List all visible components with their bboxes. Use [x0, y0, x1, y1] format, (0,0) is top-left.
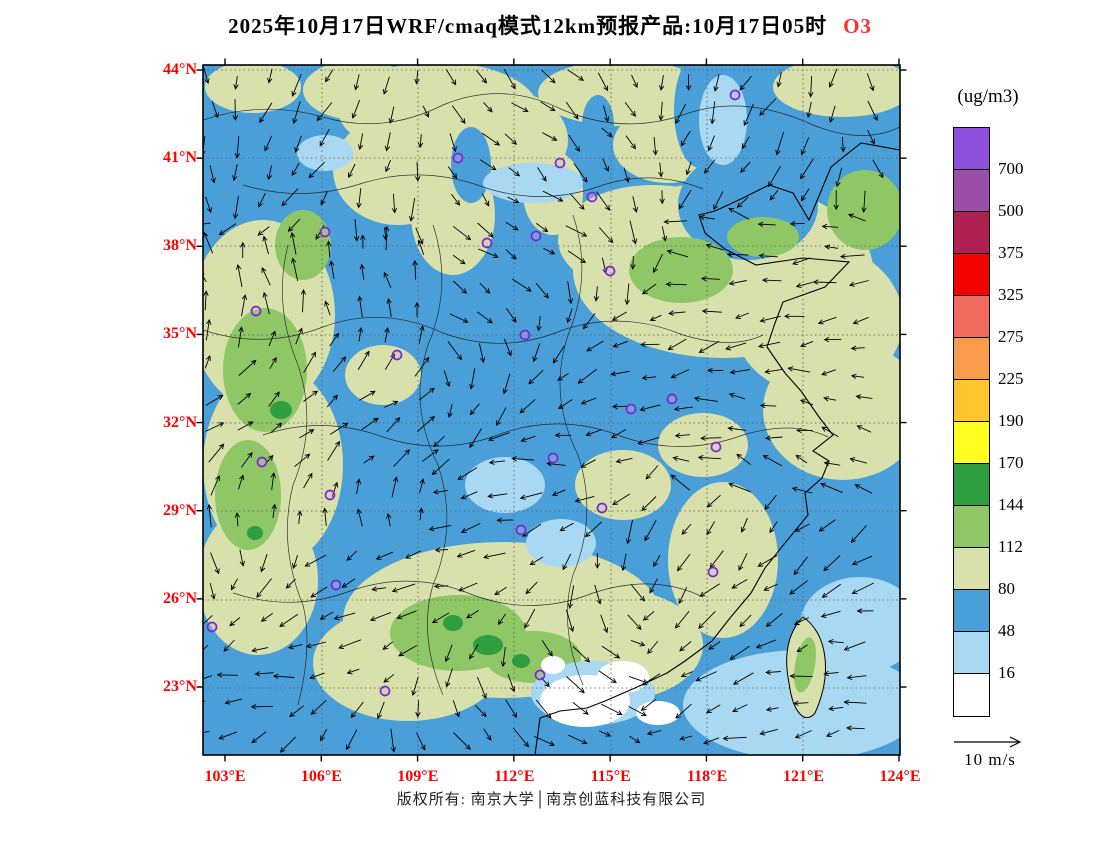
colorbar-box	[954, 380, 989, 422]
city-marker	[256, 456, 268, 468]
city-marker	[534, 669, 546, 681]
colorbar-box	[954, 338, 989, 380]
wind-scale-arrow-icon	[954, 736, 1022, 748]
city-marker	[452, 152, 464, 164]
ozone-level-144-170-layer	[247, 401, 530, 668]
city-marker	[250, 305, 262, 317]
city-marker	[666, 393, 678, 405]
colorbar-box	[954, 590, 989, 632]
axis-ticks	[196, 58, 907, 762]
wind-arrows-layer	[203, 67, 884, 753]
x-axis-label: 115°E	[590, 768, 631, 785]
y-axis-label: 41°N	[163, 149, 197, 167]
x-axis-label: 124°E	[879, 768, 921, 785]
y-axis-label: 32°N	[163, 413, 197, 431]
copyright-text: 版权所有: 南京大学│南京创蓝科技有限公司	[396, 792, 707, 808]
city-marker	[586, 191, 598, 203]
colorbar-value: 500	[998, 201, 1024, 220]
pollutant-label: O3	[843, 14, 872, 38]
colorbar-value: 190	[998, 411, 1024, 430]
y-axis-label: 35°N	[163, 325, 197, 343]
colorbar-value: 375	[998, 243, 1024, 262]
y-axis-label: 38°N	[163, 237, 197, 255]
colorbar-box	[954, 254, 989, 296]
x-axis-label: 106°E	[300, 768, 342, 785]
colorbar-value: 170	[998, 453, 1024, 472]
colorbar-box	[954, 506, 989, 548]
wind-scale: 10 m/s	[935, 733, 1045, 770]
colorbar-box	[954, 464, 989, 506]
city-marker	[596, 502, 608, 514]
city-marker	[519, 329, 531, 341]
city-marker	[515, 524, 527, 536]
legend-units: (ug/m3)	[957, 86, 1019, 107]
city-markers-layer	[206, 89, 741, 697]
graticule-layer	[203, 65, 900, 755]
x-axis-label: 112°E	[494, 768, 535, 785]
y-axis-label: 23°N	[163, 678, 197, 695]
city-marker	[707, 566, 719, 578]
wind-scale-label: 10 m/s	[964, 750, 1016, 769]
colorbar-box	[954, 674, 989, 716]
colorbar-box	[954, 212, 989, 254]
y-axis-label: 44°N	[163, 61, 197, 78]
page-title: 2025年10月17日WRF/cmaq模式12km预报产品:10月17日05时 O…	[60, 10, 1040, 40]
city-marker	[379, 685, 391, 697]
colorbar-box	[954, 170, 989, 212]
colorbar-box	[954, 128, 989, 170]
colorbar-value: 225	[998, 369, 1024, 388]
colorbar-box	[954, 296, 989, 338]
y-axis-label: 26°N	[163, 589, 197, 607]
colorbar-box	[954, 548, 989, 590]
colorbar-value: 112	[998, 537, 1023, 556]
city-marker	[481, 237, 493, 249]
city-marker	[710, 441, 722, 453]
x-axis-label: 118°E	[687, 768, 728, 785]
city-marker	[554, 157, 566, 169]
city-marker	[330, 579, 342, 591]
colorbar-box	[954, 632, 989, 674]
colorbar-box	[954, 422, 989, 464]
city-marker	[604, 265, 616, 277]
city-marker	[547, 452, 559, 464]
colorbar-value: 144	[998, 495, 1024, 514]
colorbar	[953, 127, 990, 717]
province-boundaries	[203, 93, 900, 706]
x-axis-label: 109°E	[397, 768, 439, 785]
x-axis-label: 121°E	[783, 768, 825, 785]
colorbar-value: 48	[998, 621, 1015, 640]
city-marker	[625, 403, 637, 415]
colorbar-value: 16	[998, 663, 1015, 682]
forecast-map	[196, 58, 907, 762]
map-container	[195, 57, 908, 763]
colorbar-value: 275	[998, 327, 1024, 346]
city-marker	[530, 230, 542, 242]
city-marker	[324, 489, 336, 501]
city-marker	[319, 226, 331, 238]
colorbar-value: 80	[998, 579, 1015, 598]
title-text: 2025年10月17日WRF/cmaq模式12km预报产品:10月17日05时	[228, 14, 828, 38]
city-marker	[729, 89, 741, 101]
city-marker	[391, 349, 403, 361]
city-marker	[206, 621, 218, 633]
map-frame	[202, 64, 901, 756]
ozone-level-below-16-layer	[540, 656, 680, 727]
colorbar-value: 325	[998, 285, 1024, 304]
colorbar-value: 700	[998, 159, 1024, 178]
y-axis-label: 29°N	[163, 501, 197, 519]
x-axis-label: 103°E	[204, 768, 246, 785]
